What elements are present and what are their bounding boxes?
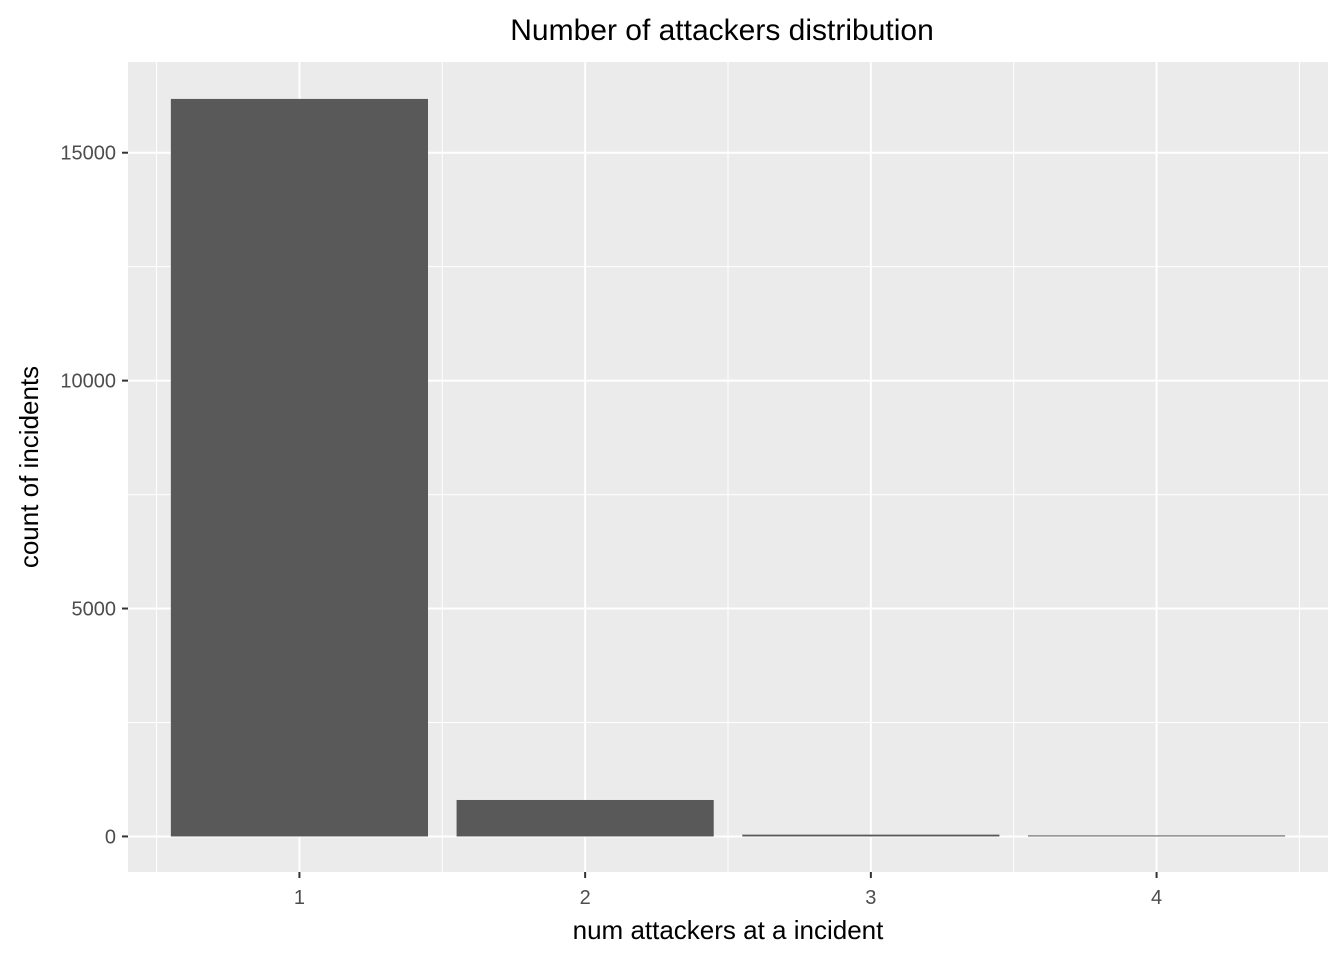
- x-tick-label: 2: [580, 887, 591, 909]
- y-tick-label: 15000: [60, 143, 116, 165]
- y-axis-title: count of incidents: [14, 366, 44, 568]
- x-tick-label: 3: [865, 887, 876, 909]
- x-tick-label: 1: [294, 887, 305, 909]
- y-tick-label: 0: [105, 826, 116, 848]
- y-tick-label: 10000: [60, 371, 116, 393]
- x-tick-label: 4: [1151, 887, 1162, 909]
- x-axis-title: num attackers at a incident: [573, 915, 884, 945]
- bar-3: [742, 834, 1000, 837]
- bar-4: [1028, 835, 1286, 837]
- bar-1: [170, 98, 428, 837]
- chart-title: Number of attackers distribution: [510, 14, 934, 47]
- y-tick-label: 5000: [72, 599, 117, 621]
- y-axis: 0 5000 10000 15000: [60, 143, 128, 848]
- bar-2: [456, 799, 714, 837]
- bars: [170, 98, 1286, 837]
- x-axis: 1 2 3 4: [294, 872, 1162, 909]
